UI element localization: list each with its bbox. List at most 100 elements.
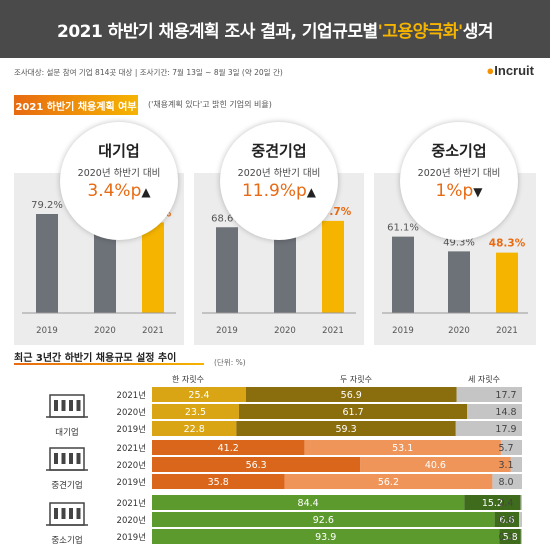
segment-label: 56.3	[246, 460, 267, 471]
value-label: 79.2%	[31, 200, 63, 211]
group-label: 중소기업	[51, 536, 82, 546]
section1-label: 2021 하반기 채용계획 여부	[14, 95, 138, 115]
segment-label: 0.3	[498, 532, 513, 543]
segment-label: 56.2	[378, 477, 399, 488]
page-title: 2021 하반기 채용계획 조사 결과, 기업규모별 '고용양극화' 생겨	[0, 0, 550, 58]
segment-label: 53.1	[392, 443, 413, 454]
logo-text: Incruit	[494, 63, 534, 78]
segment	[152, 529, 500, 544]
segment-label: 0.8	[498, 515, 513, 526]
year-label: 2019년	[117, 477, 146, 488]
segment	[499, 529, 521, 544]
segment	[510, 457, 522, 472]
segment	[238, 404, 468, 419]
section1-note: ('채용계획 있다'고 밝힌 기업의 비율)	[148, 100, 272, 109]
circle-title: 중소기업	[431, 142, 487, 160]
x-tick-label: 2021	[142, 326, 164, 336]
segment	[519, 512, 522, 527]
year-label: 2021년	[117, 390, 146, 401]
title-pre: 2021 하반기 채용계획 조사 결과, 기업규모별	[57, 21, 378, 42]
building-window-icon	[76, 508, 81, 519]
year-label: 2021년	[117, 443, 146, 454]
circle-subtitle: 2020년 하반기 대비	[77, 168, 161, 179]
segment-label: 15.2	[482, 498, 503, 509]
segment-label: 6.6	[499, 515, 514, 526]
x-tick-label: 2021	[496, 326, 518, 336]
segment	[455, 421, 522, 436]
building-window-icon	[69, 400, 73, 411]
value-label: 61.1%	[387, 223, 419, 234]
year-label: 2019년	[117, 424, 146, 435]
bar-2021	[142, 222, 164, 313]
segment-label: 61.7	[343, 407, 364, 418]
section2-unit: (단위: %)	[214, 358, 246, 367]
bar-2020	[448, 251, 470, 313]
x-tick-label: 2020	[448, 326, 470, 336]
survey-info: 조사대상: 설문 참여 기업 814곳 대상 | 조사기간: 7월 13일 ~ …	[14, 68, 283, 77]
segment	[152, 474, 285, 489]
segment	[456, 387, 522, 402]
incruit-logo: ●Incruit	[486, 63, 534, 78]
year-label: 2020년	[117, 407, 146, 418]
building-window-icon	[69, 508, 73, 519]
value-label: 48.3%	[489, 238, 526, 250]
building-window-icon	[69, 453, 73, 464]
segment-label: 93.9	[315, 532, 336, 543]
segment-label: 3.1	[498, 460, 513, 471]
x-tick-label: 2020	[274, 326, 296, 336]
segment-label: 35.8	[208, 477, 229, 488]
title-highlight: '고용양극화'	[377, 21, 464, 42]
value-label: 68.6%	[211, 213, 243, 224]
segment-label: 59.3	[335, 424, 356, 435]
up-arrow-icon: ▲	[306, 185, 317, 199]
segment-label: 5.7	[498, 443, 513, 454]
x-tick-label: 2020	[94, 326, 116, 336]
title-post: 생겨	[462, 21, 494, 42]
building-window-icon	[54, 453, 58, 464]
segment	[520, 529, 522, 544]
segment	[500, 440, 522, 455]
segment	[152, 495, 465, 510]
segment-label: 40.6	[425, 460, 446, 471]
x-tick-label: 2019	[392, 326, 414, 336]
series-header: 세 자릿수	[468, 374, 500, 384]
circle-small: 중소기업 2020년 하반기 대비 1%p▼	[400, 122, 518, 240]
segment	[360, 457, 511, 472]
group-label: 대기업	[55, 428, 78, 438]
bar-2019	[216, 227, 238, 313]
segment-label: 8.0	[498, 477, 513, 488]
change-value: 3.4%p	[87, 181, 142, 201]
segment-label: 41.2	[218, 443, 239, 454]
segment	[494, 512, 520, 527]
x-tick-label: 2021	[322, 326, 344, 336]
section2-label: 최근 3년간 하반기 채용규모 설정 추이	[14, 353, 177, 364]
circle-large: 대기업 2020년 하반기 대비 3.4%p▲	[60, 122, 178, 240]
segment	[152, 440, 305, 455]
segment	[152, 387, 246, 402]
year-label: 2020년	[117, 460, 146, 471]
segment	[236, 421, 456, 436]
segment	[152, 421, 237, 436]
group-label: 중견기업	[51, 480, 82, 491]
value-label: 49.3%	[443, 237, 475, 248]
segment	[284, 474, 493, 489]
building-window-icon	[76, 453, 81, 464]
circle-subtitle: 2020년 하반기 대비	[417, 168, 501, 179]
series-header: 한 자릿수	[172, 374, 204, 384]
segment-label: 22.8	[184, 424, 205, 435]
logo-dot-icon: ●	[486, 63, 495, 78]
building-window-icon	[54, 400, 58, 411]
building-window-icon	[61, 453, 66, 464]
building-window-icon	[61, 508, 66, 519]
bar-chart-small: 61.1% 2019 49.3% 2020 48.3% 2021	[382, 223, 528, 336]
segment	[152, 457, 361, 472]
building-window-icon	[54, 508, 58, 519]
building-window-icon	[76, 400, 81, 411]
bar-2020	[274, 235, 296, 313]
year-label: 2021년	[117, 498, 146, 509]
segment-label: 14.8	[495, 407, 516, 418]
segment-label: 25.4	[188, 390, 209, 401]
segment-label: 5.8	[503, 532, 518, 543]
